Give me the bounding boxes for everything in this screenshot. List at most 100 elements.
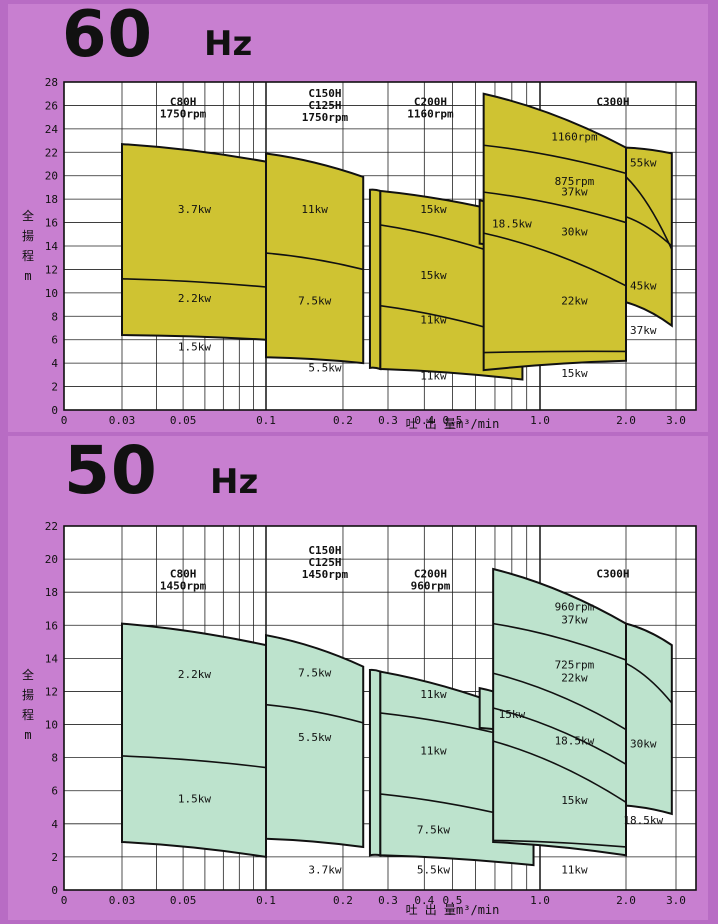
power-label: 1.5kw [178, 792, 211, 805]
power-label: 7.5kw [298, 295, 331, 308]
y-tick-label: 6 [51, 334, 58, 347]
motor-power-divider [493, 622, 627, 661]
motor-power-divider [492, 672, 627, 731]
x-tick-label: 0.2 [333, 894, 353, 907]
chart-panel-50hz: 50 Hz 0 2 4 6 8 10 12 14 16 18 20 22 0.03 0.05 0.1 0.2 0… [8, 432, 708, 920]
power-label: 18.5kw [492, 217, 532, 230]
x-origin-label: 0 [61, 414, 68, 427]
chart-panel-60hz: 60 Hz 0 2 4 6 8 10 12 14 16 18 20 22 24 26 28 0.03 0.05 0… [8, 0, 708, 432]
x-tick-label: 2.0 [616, 894, 636, 907]
power-label: 3.7kw [308, 863, 341, 876]
motor-power-divider [121, 278, 267, 288]
pump-region [265, 152, 365, 365]
power-label: 30kw [630, 738, 657, 751]
model-label: 1750rpm [160, 107, 207, 120]
motor-power-divider [625, 662, 673, 704]
pump-region [265, 633, 365, 849]
motor-power-divider [483, 232, 627, 287]
x-tick-label: 0.1 [256, 414, 276, 427]
plot-frame [63, 525, 697, 891]
y-tick-label: 22 [45, 520, 58, 533]
plot-frame [63, 81, 697, 411]
model-label: 1450rpm [160, 579, 207, 592]
y-axis-title-char: m [24, 269, 31, 283]
y-tick-label: 16 [45, 619, 58, 632]
model-label: C80H [170, 95, 197, 108]
x-tick-label: 1.0 [530, 894, 550, 907]
motor-power-divider [625, 215, 673, 247]
y-tick-label: 2 [51, 851, 58, 864]
power-label: 18.5kw [623, 814, 663, 827]
x-tick-label: 0.5 [443, 414, 463, 427]
motor-power-divider [492, 707, 627, 765]
power-label: 725rpm [555, 658, 595, 671]
motor-power-divider [483, 350, 627, 354]
hz-title-number: 60 [62, 0, 154, 72]
power-label: 7.5kw [298, 667, 331, 680]
power-label: 15kw [420, 269, 447, 282]
power-label: 45kw [630, 279, 657, 292]
power-label: 15kw [561, 794, 588, 807]
x-tick-label: 0.03 [109, 414, 136, 427]
x-tick-label: 0.4 [414, 414, 434, 427]
power-label: 55kw [630, 156, 657, 169]
y-tick-label: 12 [45, 263, 58, 276]
model-label: C150H [308, 87, 341, 100]
model-label: 960rpm [411, 579, 451, 592]
power-label: 1160rpm [551, 131, 598, 144]
y-tick-label: 0 [51, 404, 58, 417]
x-tick-label: 0.05 [170, 894, 197, 907]
pump-curve-chart-50hz: 0 2 4 6 8 10 12 14 16 18 20 22 0.03 0.05 0.1 0.2 0.3 0.4 0… [22, 520, 697, 917]
power-label: 37kw [561, 614, 588, 627]
y-tick-label: 6 [51, 785, 58, 798]
x-origin-label: 0 [61, 894, 68, 907]
model-label: C125H [308, 99, 341, 112]
x-tick-label: 0.2 [333, 414, 353, 427]
y-tick-label: 8 [51, 752, 58, 765]
model-label: C300H [596, 567, 629, 580]
power-label: 5.5kw [298, 731, 331, 744]
pump-region [121, 622, 267, 859]
model-label: C125H [308, 556, 341, 569]
motor-power-divider [121, 755, 267, 769]
y-tick-label: 0 [51, 884, 58, 897]
motor-power-divider [625, 176, 673, 250]
y-tick-label: 28 [45, 76, 58, 89]
model-label: 1450rpm [302, 568, 349, 581]
hz-title-number: 50 [64, 432, 158, 509]
pump-region [625, 622, 673, 816]
power-label: 11kw [420, 370, 447, 383]
pump-region [368, 668, 382, 857]
motor-power-divider [483, 144, 627, 175]
hz-title-unit: Hz [210, 462, 259, 502]
y-axis-title-char: m [24, 728, 31, 742]
power-label: 30kw [561, 225, 588, 238]
x-tick-label: 0.3 [378, 414, 398, 427]
y-axis-title-char: 全 [22, 667, 34, 682]
y-tick-label: 22 [45, 146, 58, 159]
y-tick-label: 18 [45, 586, 58, 599]
power-label: 22kw [561, 672, 588, 685]
y-tick-label: 20 [45, 170, 58, 183]
power-label: 11kw [420, 313, 447, 326]
y-tick-label: 4 [51, 818, 58, 831]
power-label: 15kw [561, 367, 588, 380]
y-tick-label: 8 [51, 310, 58, 323]
x-tick-label: 0.4 [414, 894, 434, 907]
pump-region [121, 143, 267, 341]
power-label: 875rpm [555, 175, 595, 188]
y-tick-label: 20 [45, 553, 58, 566]
x-tick-label: 0.1 [256, 894, 276, 907]
motor-power-divider [265, 703, 364, 724]
x-tick-label: 0.3 [378, 894, 398, 907]
x-axis-title: 吐 出 量m³/min [406, 417, 500, 431]
power-label: 18.5kw [555, 734, 595, 747]
x-axis-title: 吐 出 量m³/min [406, 903, 500, 917]
y-axis-title-char: 揚 [22, 229, 34, 243]
pump-region [368, 188, 382, 371]
power-label: 960rpm [555, 600, 595, 613]
x-tick-label: 0.5 [443, 894, 463, 907]
y-tick-label: 4 [51, 357, 58, 370]
x-tick-label: 3.0 [666, 894, 686, 907]
y-tick-label: 16 [45, 217, 58, 230]
